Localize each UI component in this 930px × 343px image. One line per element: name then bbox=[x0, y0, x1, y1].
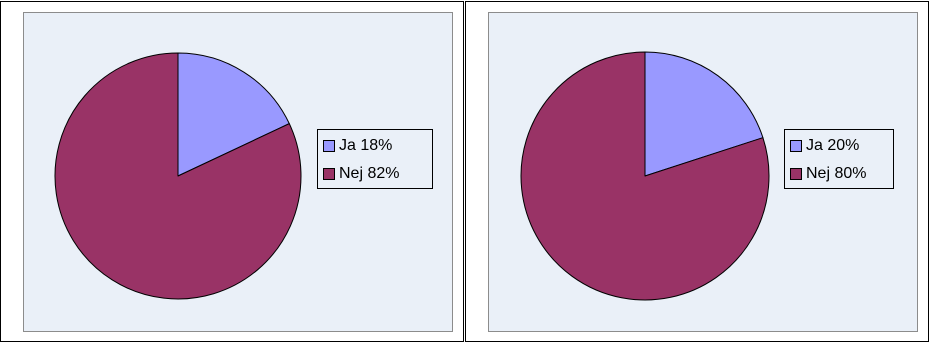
legend-label: Nej bbox=[339, 165, 364, 182]
legend-percent: 80% bbox=[834, 165, 867, 182]
legend: Ja 20% Nej 80% bbox=[784, 129, 894, 189]
pie-chart bbox=[520, 51, 770, 301]
legend-percent: 20% bbox=[827, 137, 860, 154]
pie-slice-nej bbox=[54, 52, 302, 300]
legend-label: Ja bbox=[339, 137, 356, 154]
pie-slice-ja bbox=[177, 52, 290, 177]
legend: Ja 18% Nej 82% bbox=[317, 129, 433, 189]
chart-frame-right: Ja 20% Nej 80% bbox=[465, 1, 929, 342]
legend-item-nej: Nej 82% bbox=[323, 164, 427, 184]
pie-chart bbox=[54, 52, 302, 300]
chart-frame-left: Ja 18% Nej 82% bbox=[0, 1, 464, 342]
legend-label: Ja bbox=[806, 137, 823, 154]
legend-swatch bbox=[323, 140, 335, 152]
legend-swatch bbox=[790, 168, 802, 180]
legend-swatch bbox=[790, 140, 802, 152]
pie-slice-ja bbox=[644, 51, 764, 177]
legend-percent: 82% bbox=[367, 165, 400, 182]
legend-percent: 18% bbox=[360, 137, 393, 154]
legend-swatch bbox=[323, 168, 335, 180]
pie-slice-nej bbox=[520, 51, 770, 301]
legend-item-nej: Nej 80% bbox=[790, 164, 888, 184]
legend-item-ja: Ja 20% bbox=[790, 136, 888, 156]
legend-label: Nej bbox=[806, 165, 831, 182]
legend-item-ja: Ja 18% bbox=[323, 136, 427, 156]
